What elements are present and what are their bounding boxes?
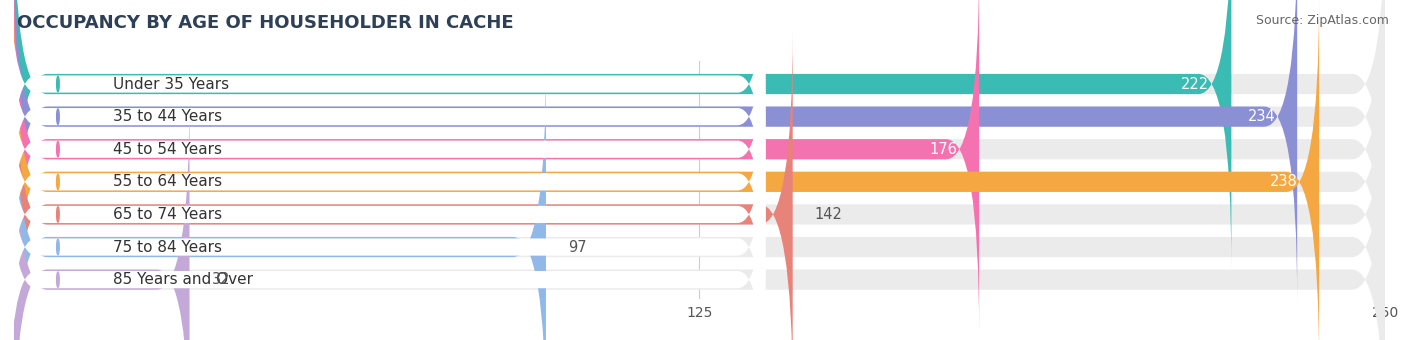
FancyBboxPatch shape (14, 94, 1385, 340)
Text: 55 to 64 Years: 55 to 64 Years (112, 174, 222, 189)
FancyBboxPatch shape (8, 0, 765, 304)
Text: 238: 238 (1270, 174, 1298, 189)
FancyBboxPatch shape (14, 0, 1319, 340)
Text: 85 Years and Over: 85 Years and Over (112, 272, 253, 287)
FancyBboxPatch shape (14, 0, 979, 335)
FancyBboxPatch shape (14, 29, 1385, 340)
FancyBboxPatch shape (14, 0, 1298, 302)
Circle shape (56, 109, 59, 124)
Circle shape (56, 239, 59, 255)
Text: 234: 234 (1247, 109, 1275, 124)
Text: OCCUPANCY BY AGE OF HOUSEHOLDER IN CACHE: OCCUPANCY BY AGE OF HOUSEHOLDER IN CACHE (17, 14, 513, 32)
Text: 97: 97 (568, 240, 586, 255)
Circle shape (56, 76, 59, 92)
FancyBboxPatch shape (8, 60, 765, 340)
Circle shape (56, 174, 59, 189)
Text: 222: 222 (1181, 76, 1209, 91)
Circle shape (56, 207, 59, 222)
FancyBboxPatch shape (14, 0, 1385, 335)
Text: 75 to 84 Years: 75 to 84 Years (112, 240, 222, 255)
Text: 142: 142 (814, 207, 842, 222)
FancyBboxPatch shape (8, 0, 765, 238)
Text: 35 to 44 Years: 35 to 44 Years (112, 109, 222, 124)
FancyBboxPatch shape (14, 0, 1385, 270)
FancyBboxPatch shape (14, 29, 793, 340)
FancyBboxPatch shape (8, 0, 765, 271)
Text: Under 35 Years: Under 35 Years (112, 76, 229, 91)
Circle shape (56, 272, 59, 287)
FancyBboxPatch shape (14, 0, 1385, 302)
FancyBboxPatch shape (14, 0, 1385, 340)
Circle shape (56, 141, 59, 157)
FancyBboxPatch shape (14, 62, 546, 340)
FancyBboxPatch shape (14, 62, 1385, 340)
FancyBboxPatch shape (8, 28, 765, 336)
Text: Source: ZipAtlas.com: Source: ZipAtlas.com (1256, 14, 1389, 27)
FancyBboxPatch shape (8, 125, 765, 340)
Text: 65 to 74 Years: 65 to 74 Years (112, 207, 222, 222)
Text: 45 to 54 Years: 45 to 54 Years (112, 142, 222, 157)
FancyBboxPatch shape (14, 94, 190, 340)
Text: 32: 32 (211, 272, 231, 287)
Text: 176: 176 (929, 142, 957, 157)
FancyBboxPatch shape (8, 92, 765, 340)
FancyBboxPatch shape (14, 0, 1232, 270)
